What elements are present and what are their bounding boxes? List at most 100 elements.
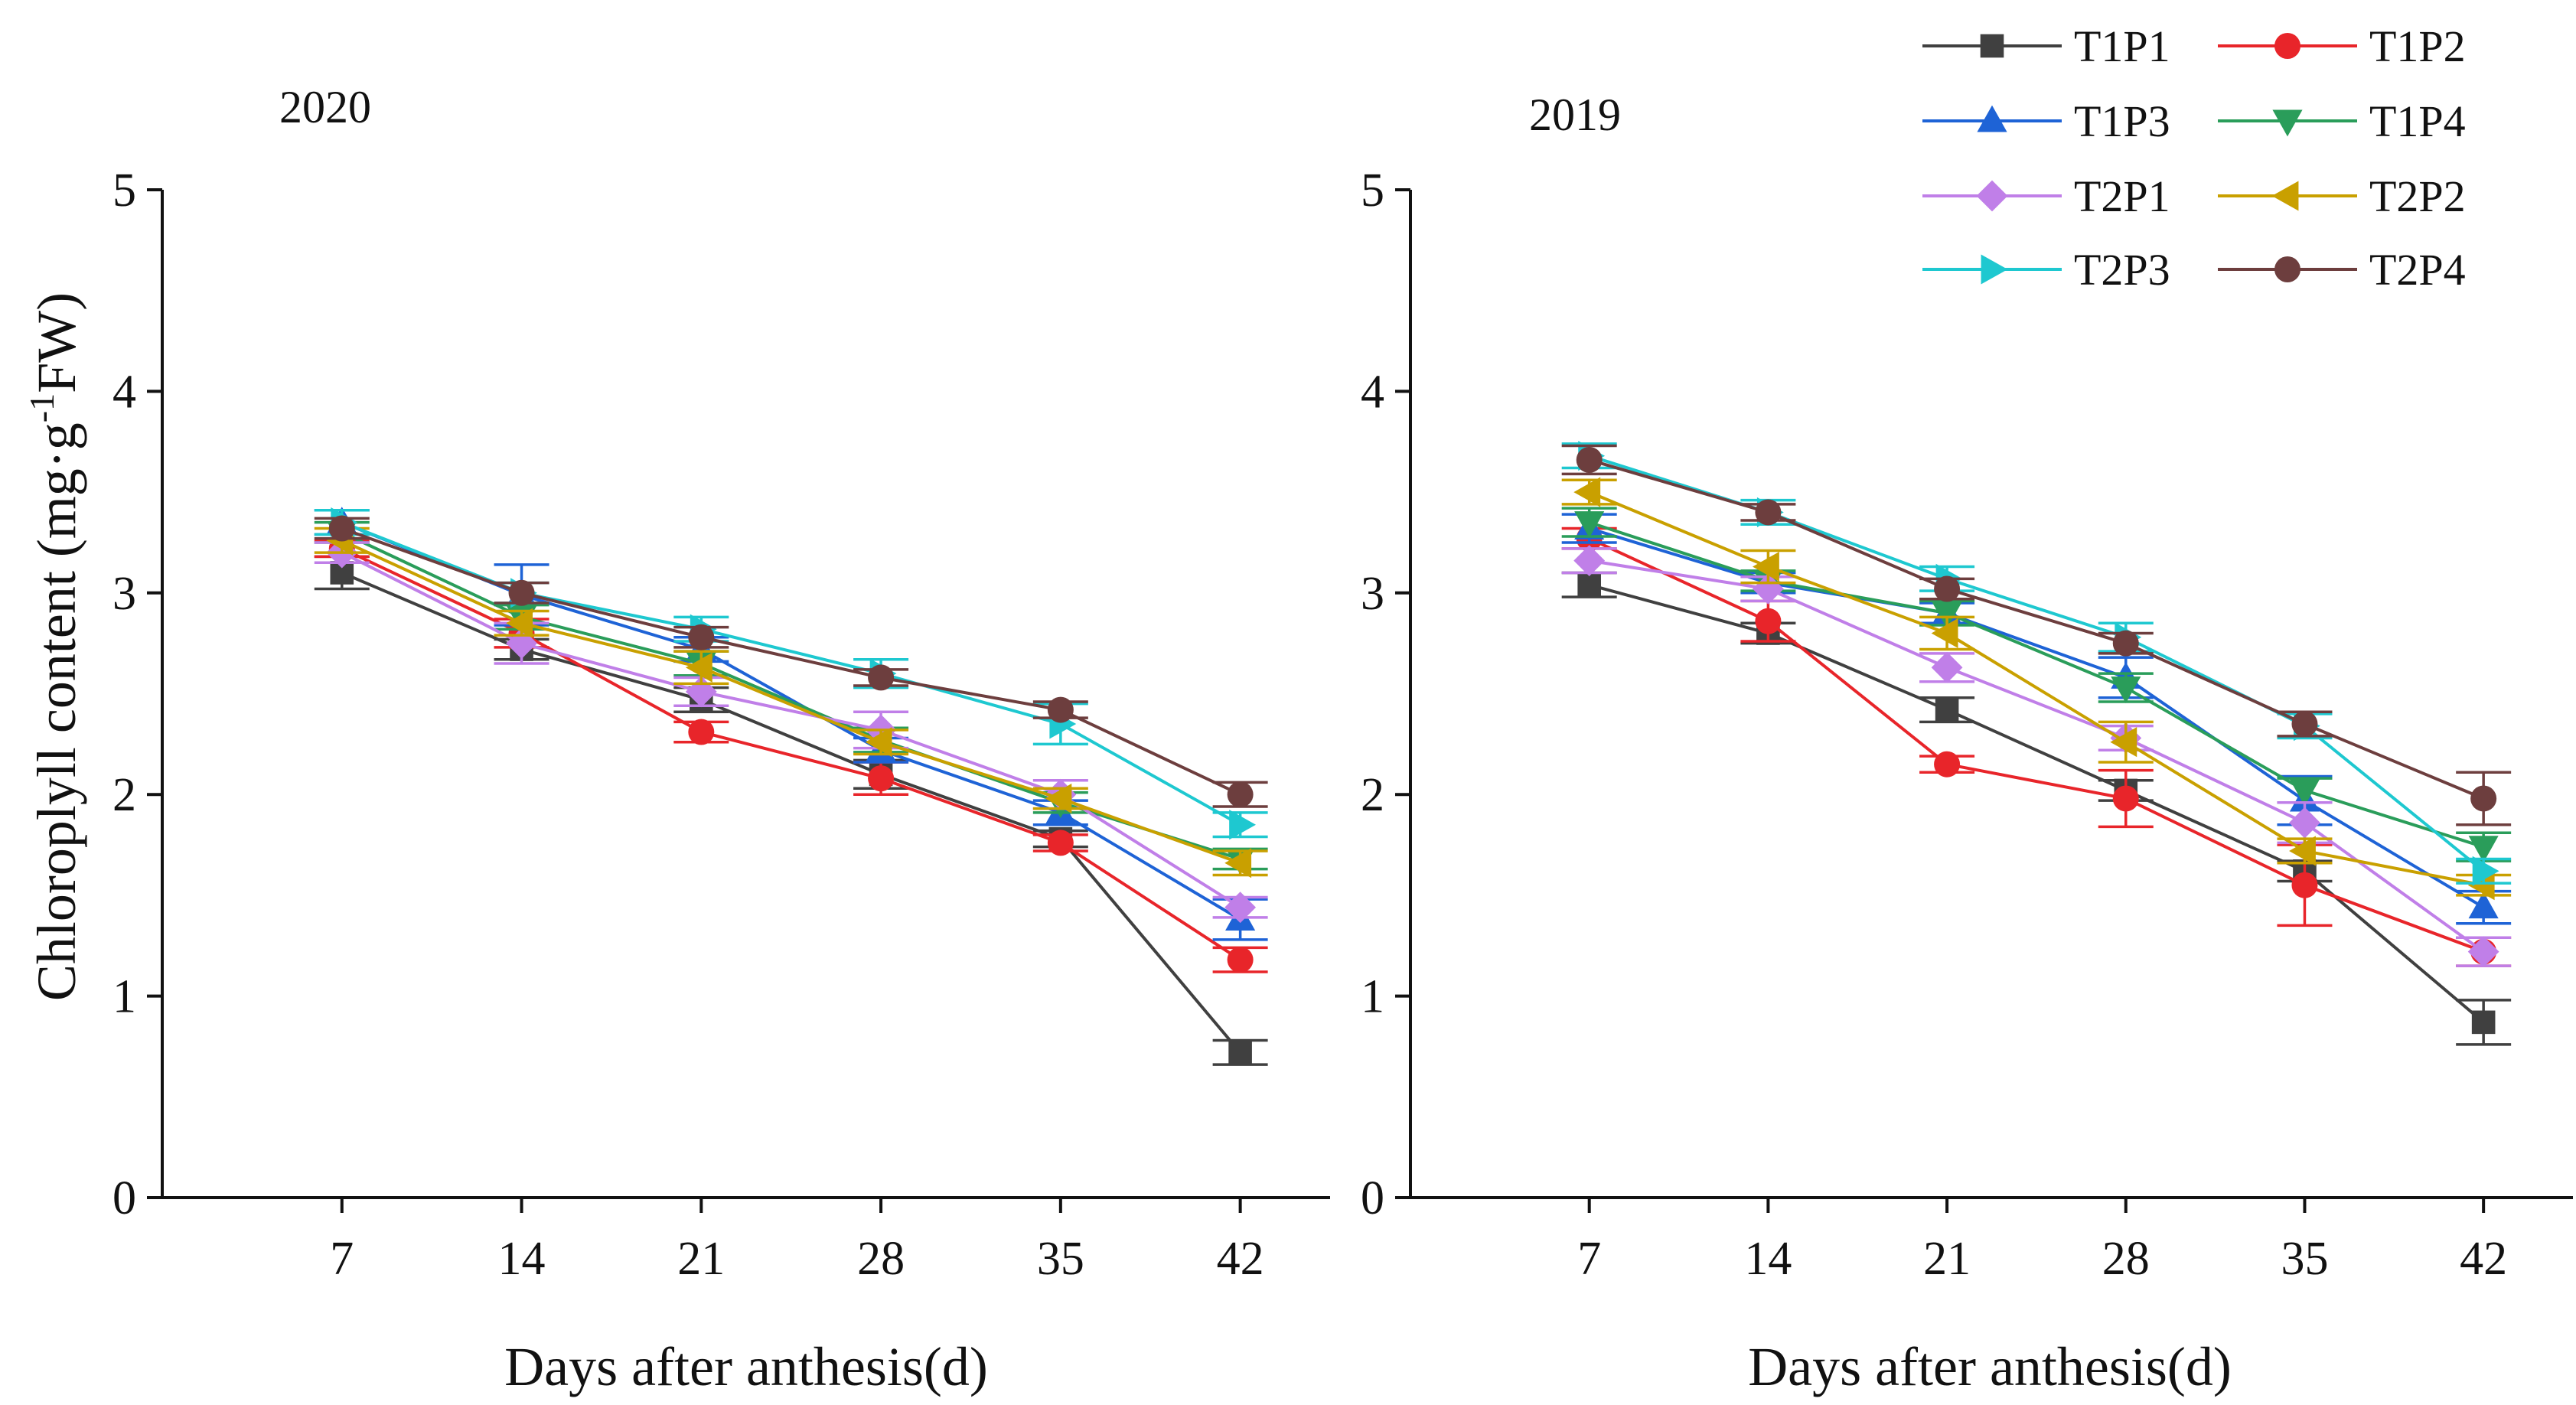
y-tick-label-2019-2: 2 bbox=[1361, 769, 1384, 821]
series-T1P2-2020 bbox=[314, 535, 1268, 973]
point-T2P2-2020-14 bbox=[506, 608, 533, 638]
series-line-T1P3-2020 bbox=[341, 520, 1241, 921]
point-T1P2-2019-14 bbox=[1755, 608, 1782, 634]
point-T1P2-2020-28 bbox=[868, 765, 895, 792]
legend-marker-T2P4 bbox=[2274, 256, 2300, 282]
point-T2P2-2019-7 bbox=[1573, 477, 1601, 507]
y-tick-label-2019-1: 1 bbox=[1361, 971, 1384, 1023]
series-layer-2019 bbox=[1561, 441, 2512, 1046]
series-T2P3-2019 bbox=[1561, 441, 2512, 886]
series-line-T2P2-2019 bbox=[1588, 491, 2484, 887]
point-T1P2-2020-42 bbox=[1227, 947, 1254, 973]
x-tick-label-2019-7: 7 bbox=[1577, 1233, 1601, 1285]
series-T1P4-2019 bbox=[1561, 507, 2512, 863]
x-tick-label-2019-35: 35 bbox=[2281, 1233, 2328, 1285]
legend-entry-T2P1: T2P1 bbox=[1922, 171, 2170, 221]
point-T1P4-2019-35 bbox=[2289, 779, 2320, 807]
point-T2P1-2019-14 bbox=[1752, 573, 1784, 605]
series-line-T2P1-2019 bbox=[1589, 559, 2485, 954]
y-tick-label-2020-3: 3 bbox=[112, 568, 136, 620]
axes-2020: 0 1 2 3 4 5 7 14 21 28 35 42 bbox=[112, 165, 1330, 1285]
point-T1P1-2019-7 bbox=[1577, 572, 1601, 597]
point-T2P4-2020-21 bbox=[688, 624, 715, 650]
legend-marker-T2P1 bbox=[1976, 180, 2008, 212]
point-T2P4-2019-7 bbox=[1576, 446, 1603, 473]
point-T1P2-2020-21 bbox=[688, 719, 715, 745]
y-tick-label-2019-5: 5 bbox=[1361, 165, 1384, 217]
y-axis-title-end: FW) bbox=[26, 292, 87, 393]
series-line-T2P3-2020 bbox=[341, 520, 1241, 826]
x-tick-label-2020-35: 35 bbox=[1037, 1233, 1084, 1285]
point-T2P2-2020-21 bbox=[685, 652, 712, 683]
point-T2P2-2019-42 bbox=[2467, 870, 2495, 901]
series-T2P4-2020 bbox=[314, 515, 1268, 808]
point-T1P4-2019-42 bbox=[2468, 836, 2499, 863]
series-line-T1P4-2019 bbox=[1589, 520, 2484, 849]
x-tick-label-2020-14: 14 bbox=[498, 1233, 546, 1285]
series-line-T2P4-2020 bbox=[341, 526, 1241, 797]
point-T1P4-2019-28 bbox=[2111, 676, 2141, 703]
axes-2019: 0 1 2 3 4 5 7 14 21 28 35 42 bbox=[1361, 165, 2573, 1285]
legend-marker-T1P2 bbox=[2274, 33, 2300, 59]
series-layer-2020 bbox=[314, 507, 1268, 1066]
legend-entry-T1P1: T1P1 bbox=[1922, 21, 2170, 71]
panel-title-2020: 2020 bbox=[279, 82, 371, 132]
legend-label-T1P2: T1P2 bbox=[2369, 21, 2466, 71]
series-line-T1P1-2020 bbox=[341, 571, 1242, 1054]
legend-label-T1P3: T1P3 bbox=[2074, 96, 2170, 146]
point-T2P4-2019-14 bbox=[1755, 499, 1782, 526]
point-T1P1-2019-42 bbox=[2471, 1010, 2496, 1035]
series-T2P4-2019 bbox=[1561, 444, 2512, 826]
legend-marker-T2P2 bbox=[2271, 181, 2299, 211]
legend-marker-T1P4 bbox=[2272, 109, 2303, 137]
legend-marker-T1P1 bbox=[1980, 34, 2004, 58]
series-line-T1P2-2020 bbox=[341, 547, 1241, 961]
series-line-T2P3-2019 bbox=[1589, 454, 2485, 872]
x-tick-label-2019-21: 21 bbox=[1923, 1233, 1971, 1285]
series-line-T1P3-2019 bbox=[1589, 526, 2485, 909]
legend-entry-T1P4: T1P4 bbox=[2218, 96, 2466, 146]
legend-label-T2P4: T2P4 bbox=[2369, 245, 2466, 295]
y-tick-label-2020-4: 4 bbox=[112, 366, 136, 418]
point-T2P4-2020-35 bbox=[1047, 696, 1074, 723]
series-T2P3-2020 bbox=[314, 507, 1268, 840]
y-tick-label-2020-2: 2 bbox=[112, 769, 136, 821]
legend-entry-T1P2: T1P2 bbox=[2218, 21, 2466, 71]
point-T2P2-2020-42 bbox=[1224, 848, 1252, 879]
point-T2P2-2020-35 bbox=[1045, 783, 1072, 814]
x-axis-title-2020: Days after anthesis(d) bbox=[504, 1336, 988, 1397]
series-T1P3-2020 bbox=[314, 507, 1268, 941]
point-T2P4-2020-7 bbox=[328, 515, 355, 542]
legend-label-T1P4: T1P4 bbox=[2369, 96, 2466, 146]
series-line-T2P1-2020 bbox=[341, 551, 1241, 909]
legend-label-T2P3: T2P3 bbox=[2074, 245, 2170, 295]
point-T2P4-2020-14 bbox=[508, 579, 535, 606]
point-T1P3-2019-42 bbox=[2468, 892, 2499, 919]
legend-label-T1P1: T1P1 bbox=[2074, 21, 2170, 71]
point-T1P2-2019-28 bbox=[2112, 785, 2139, 812]
series-T2P2-2019 bbox=[1561, 477, 2512, 901]
legend-marker-T1P3 bbox=[1977, 105, 2007, 132]
series-T1P1-2020 bbox=[314, 555, 1268, 1066]
series-line-T2P2-2020 bbox=[341, 539, 1241, 865]
series-line-T1P4-2020 bbox=[341, 530, 1241, 861]
point-T2P3-2019-42 bbox=[2472, 856, 2499, 886]
point-T2P2-2020-28 bbox=[865, 727, 892, 758]
point-T2P2-2019-28 bbox=[2110, 727, 2137, 758]
x-axis-title-2019: Days after anthesis(d) bbox=[1748, 1336, 2232, 1397]
point-T2P1-2019-35 bbox=[2289, 807, 2320, 839]
y-axis-title-sup: -1 bbox=[22, 393, 61, 422]
point-T1P4-2019-21 bbox=[1932, 601, 1962, 629]
x-tick-label-2019-28: 28 bbox=[2102, 1233, 2150, 1285]
point-T2P1-2019-21 bbox=[1931, 651, 1963, 683]
y-axis-title: Chloroplyll content (mg·g-1FW) bbox=[22, 292, 87, 1001]
legend-entry-T2P3: T2P3 bbox=[1922, 245, 2170, 295]
y-tick-label-2019-0: 0 bbox=[1361, 1172, 1384, 1224]
point-T2P3-2020-42 bbox=[1229, 810, 1257, 840]
point-T2P4-2019-28 bbox=[2112, 630, 2139, 657]
y-tick-label-2019-4: 4 bbox=[1361, 366, 1384, 418]
point-T2P1-2019-7 bbox=[1573, 545, 1606, 577]
point-T2P4-2019-42 bbox=[2470, 785, 2497, 812]
point-T2P4-2019-35 bbox=[2291, 711, 2318, 738]
